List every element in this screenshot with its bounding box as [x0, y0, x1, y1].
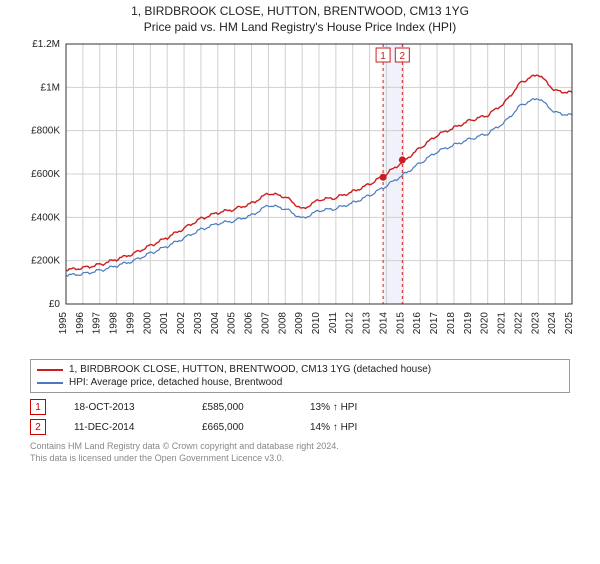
- sale-row: 1 18-OCT-2013 £585,000 13% ↑ HPI: [30, 397, 570, 417]
- legend-swatch: [37, 382, 63, 384]
- sale-date: 18-OCT-2013: [74, 402, 174, 413]
- svg-text:£400K: £400K: [31, 212, 60, 223]
- legend: 1, BIRDBROOK CLOSE, HUTTON, BRENTWOOD, C…: [30, 359, 570, 393]
- svg-text:£800K: £800K: [31, 126, 60, 137]
- svg-text:2007: 2007: [260, 312, 271, 335]
- legend-row: HPI: Average price, detached house, Bren…: [37, 376, 563, 389]
- svg-text:2001: 2001: [159, 312, 170, 335]
- svg-text:1999: 1999: [125, 312, 136, 335]
- sale-hpi: 13% ↑ HPI: [310, 402, 357, 413]
- svg-text:2004: 2004: [210, 312, 221, 335]
- legend-row: 1, BIRDBROOK CLOSE, HUTTON, BRENTWOOD, C…: [37, 363, 563, 376]
- svg-text:2016: 2016: [412, 312, 423, 335]
- svg-text:2022: 2022: [513, 312, 524, 335]
- chart-title: 1, BIRDBROOK CLOSE, HUTTON, BRENTWOOD, C…: [0, 4, 600, 18]
- svg-text:2017: 2017: [429, 312, 440, 335]
- svg-text:2011: 2011: [328, 312, 339, 334]
- sale-price: £585,000: [202, 402, 282, 413]
- footer-attribution: Contains HM Land Registry data © Crown c…: [30, 441, 570, 464]
- chart-subtitle: Price paid vs. HM Land Registry's House …: [0, 20, 600, 34]
- svg-text:£200K: £200K: [31, 256, 60, 267]
- svg-text:2: 2: [400, 51, 406, 62]
- legend-label: 1, BIRDBROOK CLOSE, HUTTON, BRENTWOOD, C…: [69, 364, 431, 375]
- footer-line-1: Contains HM Land Registry data © Crown c…: [30, 441, 570, 453]
- svg-text:2025: 2025: [564, 312, 575, 335]
- svg-text:2012: 2012: [345, 312, 356, 335]
- svg-text:1997: 1997: [92, 312, 103, 335]
- sale-price: £665,000: [202, 422, 282, 433]
- footer-line-2: This data is licensed under the Open Gov…: [30, 453, 570, 465]
- svg-text:2003: 2003: [193, 312, 204, 335]
- svg-text:£0: £0: [49, 299, 61, 310]
- svg-text:2018: 2018: [446, 312, 457, 335]
- svg-text:2008: 2008: [277, 312, 288, 335]
- sales-table: 1 18-OCT-2013 £585,000 13% ↑ HPI 2 11-DEC-201…: [30, 397, 570, 437]
- svg-text:2000: 2000: [142, 312, 153, 335]
- chart-container: £0 £200K £400K £600K £800K £1M £1.2M 1995 1996 19…: [20, 38, 580, 353]
- svg-text:1998: 1998: [109, 312, 120, 335]
- sale-hpi: 14% ↑ HPI: [310, 422, 357, 433]
- svg-text:2006: 2006: [244, 312, 255, 335]
- sale-row: 2 11-DEC-2014 £665,000 14% ↑ HPI: [30, 417, 570, 437]
- svg-text:2021: 2021: [497, 312, 508, 335]
- svg-text:2009: 2009: [294, 312, 305, 335]
- svg-text:2020: 2020: [480, 312, 491, 335]
- sale-badge: 1: [30, 399, 46, 415]
- sale-badge: 2: [30, 419, 46, 435]
- svg-text:£1M: £1M: [41, 82, 60, 93]
- legend-label: HPI: Average price, detached house, Bren…: [69, 377, 282, 388]
- svg-text:2014: 2014: [378, 312, 389, 335]
- svg-text:2019: 2019: [463, 312, 474, 335]
- svg-text:2023: 2023: [530, 312, 541, 335]
- svg-text:£600K: £600K: [31, 169, 60, 180]
- svg-text:2010: 2010: [311, 312, 322, 335]
- svg-text:1995: 1995: [58, 312, 69, 335]
- line-chart: £0 £200K £400K £600K £800K £1M £1.2M 1995 1996 19…: [20, 38, 580, 348]
- svg-text:2024: 2024: [547, 312, 558, 335]
- svg-text:1: 1: [380, 51, 386, 62]
- svg-text:2013: 2013: [362, 312, 373, 335]
- sale-date: 11-DEC-2014: [74, 422, 174, 433]
- svg-text:2005: 2005: [227, 312, 238, 335]
- svg-text:2002: 2002: [176, 312, 187, 335]
- svg-text:£1.2M: £1.2M: [32, 39, 60, 50]
- svg-text:2015: 2015: [395, 312, 406, 335]
- svg-text:1996: 1996: [75, 312, 86, 335]
- legend-swatch: [37, 369, 63, 371]
